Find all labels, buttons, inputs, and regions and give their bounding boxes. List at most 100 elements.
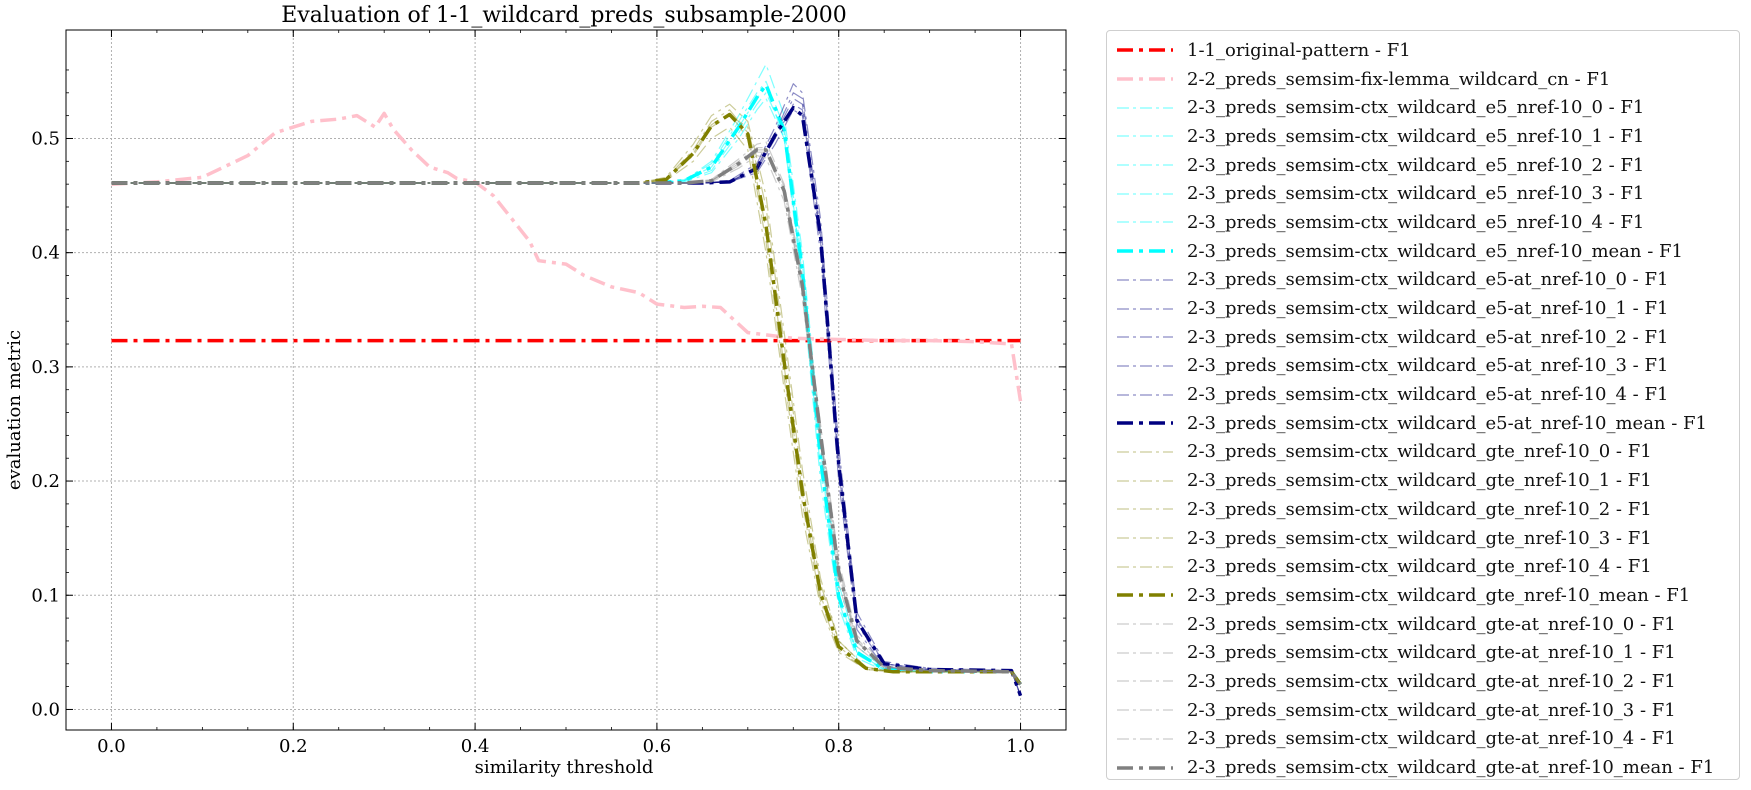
legend-swatch — [1117, 680, 1173, 683]
series-line-4 — [111, 97, 1021, 685]
legend-item: 2-3_preds_semsim-ctx_wildcard_e5-at_nref… — [1115, 323, 1731, 352]
legend-item: 2-3_preds_semsim-ctx_wildcard_gte_nref-1… — [1115, 581, 1731, 610]
legend-label: 2-3_preds_semsim-ctx_wildcard_e5-at_nref… — [1187, 412, 1707, 434]
legend-label: 2-3_preds_semsim-ctx_wildcard_e5-at_nref… — [1187, 355, 1669, 377]
legend-item: 2-3_preds_semsim-ctx_wildcard_e5_nref-10… — [1115, 122, 1731, 151]
y-axis-label: evaluation metric — [4, 330, 25, 490]
legend-item: 2-3_preds_semsim-ctx_wildcard_gte-at_nre… — [1115, 725, 1731, 754]
legend-label: 2-3_preds_semsim-ctx_wildcard_e5-at_nref… — [1187, 384, 1669, 406]
legend: 1-1_original-pattern - F1 2-2_preds_semsi… — [1106, 30, 1740, 780]
legend-item: 2-3_preds_semsim-ctx_wildcard_e5_nref-10… — [1115, 179, 1731, 208]
legend-label: 2-3_preds_semsim-ctx_wildcard_e5-at_nref… — [1187, 298, 1669, 320]
y-tick-label: 0.4 — [31, 243, 60, 264]
legend-swatch — [1117, 221, 1173, 224]
series-lines — [111, 63, 1023, 697]
legend-item: 2-3_preds_semsim-ctx_wildcard_e5-at_nref… — [1115, 294, 1731, 323]
legend-item: 2-3_preds_semsim-ctx_wildcard_gte-at_nre… — [1115, 610, 1731, 639]
legend-swatch — [1117, 193, 1173, 195]
series-line-14 — [111, 109, 1021, 685]
legend-label: 2-3_preds_semsim-ctx_wildcard_e5_nref-10… — [1187, 154, 1645, 176]
legend-label: 2-3_preds_semsim-ctx_wildcard_gte_nref-1… — [1187, 527, 1652, 549]
legend-item: 2-3_preds_semsim-ctx_wildcard_gte-at_nre… — [1115, 638, 1731, 667]
legend-label: 2-3_preds_semsim-ctx_wildcard_gte_nref-1… — [1187, 441, 1652, 463]
legend-label: 2-3_preds_semsim-ctx_wildcard_e5_nref-10… — [1187, 125, 1645, 147]
legend-label: 2-3_preds_semsim-ctx_wildcard_gte-at_nre… — [1187, 613, 1676, 635]
legend-label: 2-2_preds_semsim-fix-lemma_wildcard_cn -… — [1187, 68, 1611, 90]
legend-swatch — [1117, 421, 1173, 426]
legend-swatch — [1117, 279, 1173, 281]
legend-swatch — [1117, 307, 1173, 310]
legend-swatch — [1117, 336, 1173, 338]
y-tick-label: 0.0 — [31, 699, 60, 720]
series-line-1 — [111, 111, 1023, 402]
legend-label: 1-1_original-pattern - F1 — [1187, 39, 1411, 61]
series-line-9 — [111, 103, 1022, 696]
series-line-25 — [111, 148, 1022, 686]
legend-swatch — [1117, 164, 1173, 166]
series-line-22 — [111, 155, 1021, 685]
legend-label: 2-3_preds_semsim-ctx_wildcard_gte_nref-1… — [1187, 498, 1652, 520]
series-line-2 — [111, 86, 1021, 685]
y-tick-label: 0.3 — [31, 357, 60, 378]
series-line-5 — [111, 80, 1021, 685]
y-tick-label: 0.2 — [31, 471, 60, 492]
legend-swatch — [1117, 537, 1173, 539]
axes: 0.0 0.2 0.4 0.6 0.8 1.0 0.0 0.1 0.2 0.3 0.4 0.5 — [31, 29, 1067, 757]
legend-item: 2-3_preds_semsim-ctx_wildcard_gte_nref-1… — [1115, 438, 1731, 467]
legend-item: 2-3_preds_semsim-ctx_wildcard_gte_nref-1… — [1115, 552, 1731, 581]
legend-label: 2-3_preds_semsim-ctx_wildcard_e5_nref-10… — [1187, 97, 1645, 119]
series-line-16 — [111, 126, 1021, 685]
series-line-12 — [111, 97, 1022, 696]
legend-swatch — [1117, 623, 1173, 625]
legend-swatch — [1117, 77, 1173, 81]
legend-swatch — [1117, 765, 1173, 770]
series-line-13 — [111, 105, 1023, 697]
y-tick-label: 0.5 — [31, 128, 60, 149]
legend-label: 2-3_preds_semsim-ctx_wildcard_e5-at_nref… — [1187, 326, 1669, 348]
legend-item: 1-1_original-pattern - F1 — [1115, 36, 1731, 65]
chart-title: Evaluation of 1-1_wildcard_preds_subsamp… — [281, 3, 846, 28]
plot-frame — [65, 29, 1067, 731]
legend-item: 2-3_preds_semsim-ctx_wildcard_e5_nref-10… — [1115, 151, 1731, 180]
legend-item: 2-3_preds_semsim-ctx_wildcard_gte-at_nre… — [1115, 753, 1731, 782]
legend-label: 2-3_preds_semsim-ctx_wildcard_gte_nref-1… — [1187, 556, 1652, 578]
legend-item: 2-3_preds_semsim-ctx_wildcard_gte-at_nre… — [1115, 667, 1731, 696]
legend-item: 2-3_preds_semsim-ctx_wildcard_e5-at_nref… — [1115, 380, 1731, 409]
legend-item: 2-3_preds_semsim-ctx_wildcard_e5-at_nref… — [1115, 409, 1731, 438]
legend-swatch — [1117, 566, 1173, 568]
legend-swatch — [1117, 365, 1173, 367]
series-line-17 — [111, 103, 1021, 685]
legend-swatch — [1117, 593, 1173, 598]
series-line-19 — [111, 112, 1022, 686]
legend-label: 2-3_preds_semsim-ctx_wildcard_gte-at_nre… — [1187, 757, 1715, 779]
legend-swatch — [1117, 135, 1173, 138]
x-axis-label: similarity threshold — [475, 757, 654, 778]
legend-label: 2-3_preds_semsim-ctx_wildcard_e5_nref-10… — [1187, 211, 1645, 233]
series-line-7 — [111, 83, 1022, 686]
series-line-15 — [111, 115, 1021, 685]
legend-swatch — [1117, 451, 1173, 453]
series-line-20 — [111, 149, 1021, 685]
legend-label: 2-3_preds_semsim-ctx_wildcard_gte-at_nre… — [1187, 699, 1676, 721]
legend-label: 2-3_preds_semsim-ctx_wildcard_gte-at_nre… — [1187, 642, 1676, 664]
x-tick-label: 0.8 — [824, 736, 853, 757]
legend-label: 2-3_preds_semsim-ctx_wildcard_gte_nref-1… — [1187, 584, 1691, 606]
legend-swatch — [1117, 107, 1173, 109]
legend-label: 2-3_preds_semsim-ctx_wildcard_e5-at_nref… — [1187, 269, 1669, 291]
series-line-11 — [111, 109, 1022, 696]
legend-item: 2-3_preds_semsim-ctx_wildcard_e5-at_nref… — [1115, 352, 1731, 381]
series-line-23 — [111, 147, 1021, 685]
x-tick-label: 0.2 — [279, 736, 308, 757]
legend-item: 2-3_preds_semsim-ctx_wildcard_e5_nref-10… — [1115, 208, 1731, 237]
legend-swatch — [1117, 480, 1173, 482]
legend-item: 2-3_preds_semsim-ctx_wildcard_e5-at_nref… — [1115, 266, 1731, 295]
legend-label: 2-3_preds_semsim-ctx_wildcard_e5_nref-10… — [1187, 183, 1645, 205]
legend-item: 2-2_preds_semsim-fix-lemma_wildcard_cn -… — [1115, 65, 1731, 94]
legend-item: 2-3_preds_semsim-ctx_wildcard_gte_nref-1… — [1115, 524, 1731, 553]
legend-label: 2-3_preds_semsim-ctx_wildcard_gte_nref-1… — [1187, 470, 1652, 492]
x-tick-label: 0.0 — [97, 736, 126, 757]
legend-swatch — [1117, 48, 1173, 53]
grid — [66, 30, 1066, 730]
